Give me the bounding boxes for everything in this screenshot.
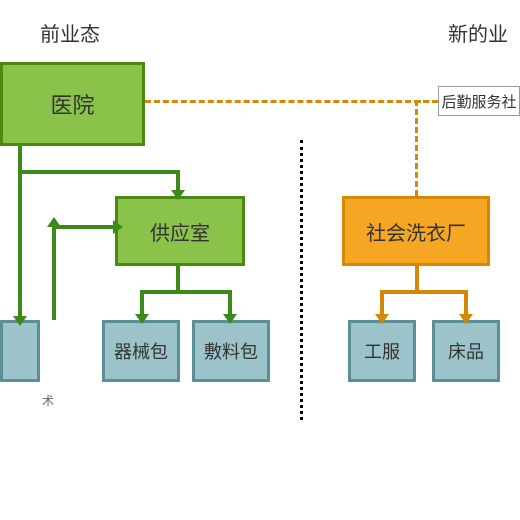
orange-line-v_to_gongfu	[380, 290, 384, 316]
footnote: 术	[42, 392, 54, 409]
orange-line-v_to_gongfu-arrow	[375, 314, 389, 324]
green-line-v_from_hosp	[18, 146, 22, 172]
green-line-v_left_up	[52, 225, 56, 320]
box-laundry: 社会洗衣厂	[342, 196, 490, 266]
orange-line-v_to_chuang-arrow	[459, 314, 473, 324]
box-hospital: 医院	[0, 62, 145, 146]
green-line-v_to_fuliao-arrow	[223, 314, 237, 324]
orange-line-v_to_chuang	[464, 290, 468, 316]
orange-line-v_laundry_d	[415, 266, 419, 290]
separator	[300, 140, 303, 420]
green-line-h_left_ret	[52, 225, 115, 229]
box-supply: 供应室	[115, 196, 245, 266]
green-line-h_supply_sp	[140, 290, 230, 294]
green-line-h_trunk	[18, 170, 178, 174]
dashed-main-v	[415, 100, 418, 196]
green-line-h_left_ret-arrow	[113, 220, 123, 234]
green-line-v_to_supply-arrow	[171, 190, 185, 200]
box-qixie: 器械包	[102, 320, 180, 382]
dashed-to-logistics	[415, 100, 438, 103]
green-line-v_left_main	[18, 170, 22, 318]
orange-line-h_laundry_sp	[380, 290, 466, 294]
title-left: 前业态	[40, 18, 100, 47]
green-line-v_left_main-arrow	[13, 316, 27, 326]
box-gongfu: 工服	[348, 320, 416, 382]
box-chuangpin: 床品	[432, 320, 500, 382]
green-line-v_to_supply	[176, 170, 180, 192]
green-line-v_to_fuliao	[228, 290, 232, 316]
green-line-v_to_qixie-arrow	[135, 314, 149, 324]
dashed-main-h	[145, 100, 438, 103]
box-logistics: 后勤服务社	[438, 86, 520, 116]
title-right: 新的业	[448, 18, 508, 47]
green-line-v_to_qixie	[140, 290, 144, 316]
box-leftcut	[0, 320, 40, 382]
box-fuliao: 敷料包	[192, 320, 270, 382]
green-line-v_supply_d	[176, 266, 180, 290]
